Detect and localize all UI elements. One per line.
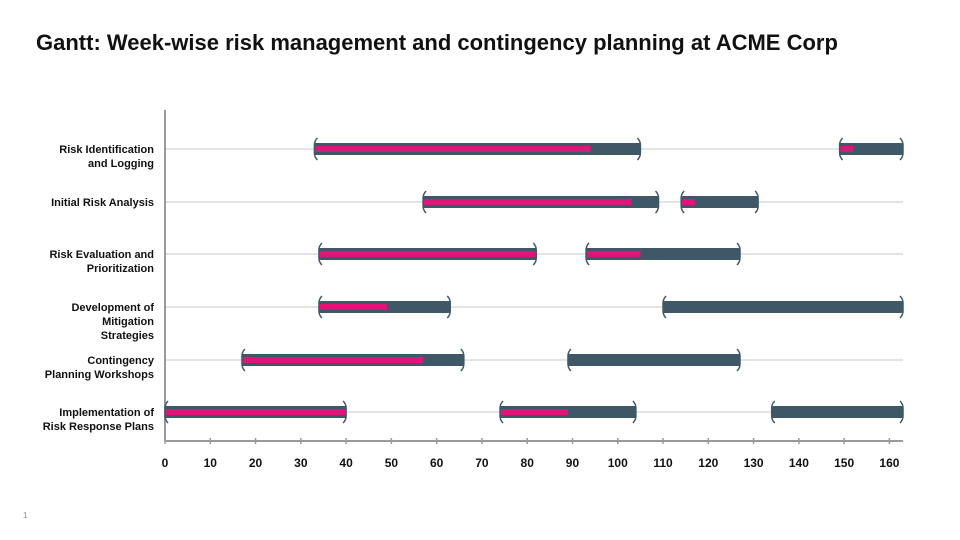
progress-bar [681, 199, 695, 205]
planned-bar [567, 354, 741, 366]
x-tick-label: 0 [162, 456, 169, 470]
progress-bar [423, 199, 632, 205]
planned-bar [663, 301, 903, 313]
page-title: Gantt: Week-wise risk management and con… [36, 30, 838, 55]
bar-end-cap [313, 137, 318, 161]
task-label: Risk Evaluation and [49, 249, 154, 261]
task-label: Mitigation [102, 316, 154, 328]
x-tick-label: 140 [789, 456, 809, 470]
x-tick-label: 20 [249, 456, 263, 470]
page-number: 1 [23, 511, 28, 520]
x-tick-label: 110 [653, 456, 673, 470]
progress-bar [165, 409, 347, 415]
bar-end-cap [736, 242, 741, 266]
bar-end-cap [838, 137, 844, 161]
bar-end-cap [460, 348, 465, 372]
task-label: Strategies [101, 330, 154, 342]
x-tick-label: 150 [834, 456, 854, 470]
bar-end-cap [899, 295, 904, 319]
progress-bar [318, 251, 537, 257]
planned-bar [839, 143, 903, 155]
task-label: Implementation of [59, 407, 154, 419]
bar-end-cap [241, 348, 246, 372]
bar-end-cap [662, 295, 667, 319]
bar-end-cap [899, 137, 904, 161]
bar-end-cap [585, 242, 590, 266]
task-label: Risk Identification [59, 144, 154, 156]
progress-bar [318, 304, 387, 310]
x-tick-label: 50 [385, 456, 399, 470]
bar-end-cap [770, 400, 776, 424]
task-label: Development of [71, 302, 154, 314]
bar-end-cap [632, 400, 637, 424]
x-tick-label: 90 [566, 456, 580, 470]
x-tick-label: 100 [608, 456, 628, 470]
x-tick-label: 10 [204, 456, 218, 470]
x-tick-label: 60 [430, 456, 444, 470]
task-label: and Logging [88, 158, 154, 170]
x-tick-label: 80 [521, 456, 535, 470]
progress-bar [839, 146, 854, 152]
bar-end-cap [422, 190, 427, 214]
bar-end-cap [164, 400, 169, 424]
bar-end-cap [499, 400, 504, 424]
progress-bar [241, 357, 424, 363]
bar-end-cap [342, 400, 347, 424]
bar-end-cap [736, 348, 741, 372]
x-tick-label: 70 [475, 456, 489, 470]
task-label: Planning Workshops [45, 369, 154, 381]
task-label: Contingency [87, 355, 154, 367]
bar-end-cap [532, 242, 538, 266]
bar-end-cap [318, 295, 323, 319]
task-label: Initial Risk Analysis [51, 197, 154, 209]
x-tick-label: 130 [744, 456, 764, 470]
bar-end-cap [446, 295, 451, 319]
planned-bar [681, 196, 759, 208]
task-label: Risk Response Plans [43, 421, 154, 433]
bar-end-cap [754, 190, 759, 214]
bar-end-cap [899, 400, 904, 424]
bar-end-cap [567, 348, 572, 372]
x-tick-label: 160 [879, 456, 899, 470]
progress-bar [314, 146, 591, 152]
planned-bar [771, 406, 903, 418]
x-tick-label: 40 [339, 456, 353, 470]
bar-end-cap [680, 190, 685, 214]
bar-end-cap [654, 190, 660, 214]
progress-bar [500, 409, 568, 415]
progress-bar [586, 251, 641, 257]
task-label: Prioritization [87, 263, 155, 275]
x-tick-label: 120 [698, 456, 718, 470]
bar-end-cap [318, 242, 323, 266]
bar-end-cap [636, 137, 642, 161]
x-tick-label: 30 [294, 456, 308, 470]
